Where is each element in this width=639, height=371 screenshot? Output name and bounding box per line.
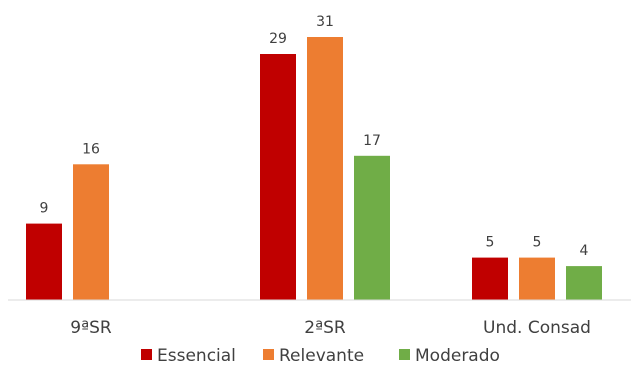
x-tick-label-und-consad: Und. Consad [483, 318, 591, 338]
legend: Essencial Relevante Moderado [141, 346, 500, 366]
bar-relevante-9-sr [73, 164, 109, 300]
data-label-essencial-9-sr: 9 [40, 201, 49, 217]
legend-swatch-essencial [141, 349, 152, 360]
data-label-relevante-2-sr: 31 [316, 14, 334, 30]
data-label-essencial-2-sr: 29 [269, 31, 287, 47]
data-label-relevante-9-sr: 16 [82, 141, 100, 157]
data-label-moderado-2-sr: 17 [363, 133, 381, 149]
bar-moderado-2-sr [354, 155, 390, 300]
legend-item-moderado: Moderado [399, 346, 500, 366]
x-tick-label-9-sr: 9ªSR [70, 318, 112, 338]
bar-moderado-und-consad [566, 266, 602, 300]
legend-label-relevante: Relevante [279, 346, 364, 366]
bars-layer [26, 37, 602, 300]
data-label-relevante-und-consad: 5 [533, 235, 542, 251]
x-tick-label-2-sr: 2ªSR [304, 318, 346, 338]
bar-essencial-und-consad [472, 257, 508, 300]
legend-label-essencial: Essencial [157, 346, 236, 366]
legend-swatch-relevante [263, 349, 274, 360]
legend-swatch-moderado [399, 349, 410, 360]
legend-label-moderado: Moderado [415, 346, 500, 366]
data-label-essencial-und-consad: 5 [486, 235, 495, 251]
x-tick-labels: 9ªSR 2ªSR Und. Consad [70, 318, 591, 338]
bar-relevante-und-consad [519, 257, 555, 300]
data-label-moderado-und-consad: 4 [580, 243, 589, 259]
bar-essencial-9-sr [26, 223, 62, 300]
bar-relevante-2-sr [307, 37, 343, 300]
legend-item-essencial: Essencial [141, 346, 236, 366]
bar-essencial-2-sr [260, 54, 296, 300]
data-labels-layer: 9 16 29 31 17 5 5 4 [40, 14, 589, 259]
legend-item-relevante: Relevante [263, 346, 364, 366]
